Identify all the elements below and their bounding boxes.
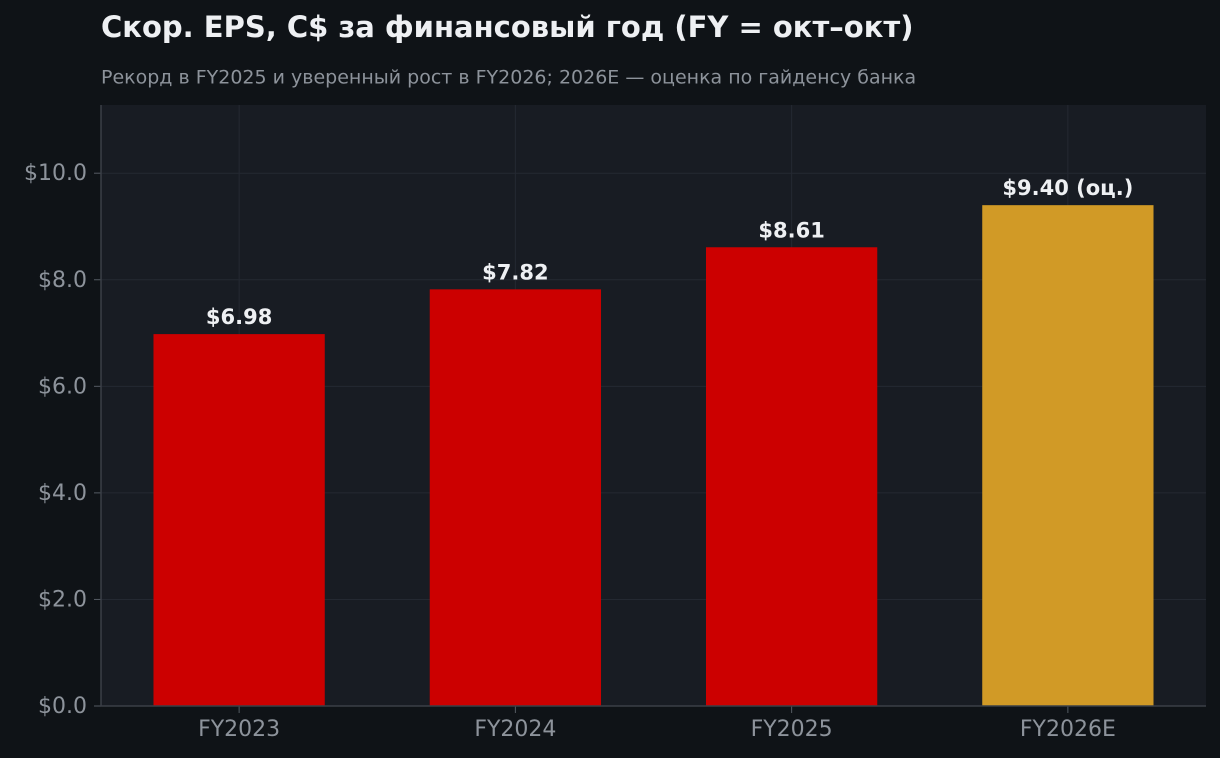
chart-title: Скор. EPS, C$ за финансовый год (FY = ок… — [101, 10, 913, 44]
x-tick-label: FY2026E — [1020, 717, 1116, 742]
y-tick-label: $4.0 — [38, 481, 87, 506]
y-tick-label: $0.0 — [38, 694, 87, 719]
bar — [153, 334, 325, 706]
value-label: $7.82 — [482, 260, 548, 284]
y-tick-label: $8.0 — [38, 268, 87, 293]
chart-subtitle: Рекорд в FY2025 и уверенный рост в FY202… — [101, 67, 916, 89]
x-tick-label: FY2025 — [751, 717, 833, 742]
bar — [705, 247, 878, 706]
value-label: $6.98 — [206, 305, 272, 329]
value-label: $8.61 — [758, 218, 824, 242]
y-tick-label: $6.0 — [38, 374, 87, 399]
bar — [429, 289, 602, 706]
bar — [982, 205, 1154, 706]
y-tick-label: $10.0 — [24, 161, 87, 186]
x-tick-label: FY2023 — [198, 717, 280, 742]
y-tick-label: $2.0 — [38, 587, 87, 612]
x-tick-label: FY2024 — [474, 717, 556, 742]
value-label: $9.40 (оц.) — [1002, 176, 1133, 200]
